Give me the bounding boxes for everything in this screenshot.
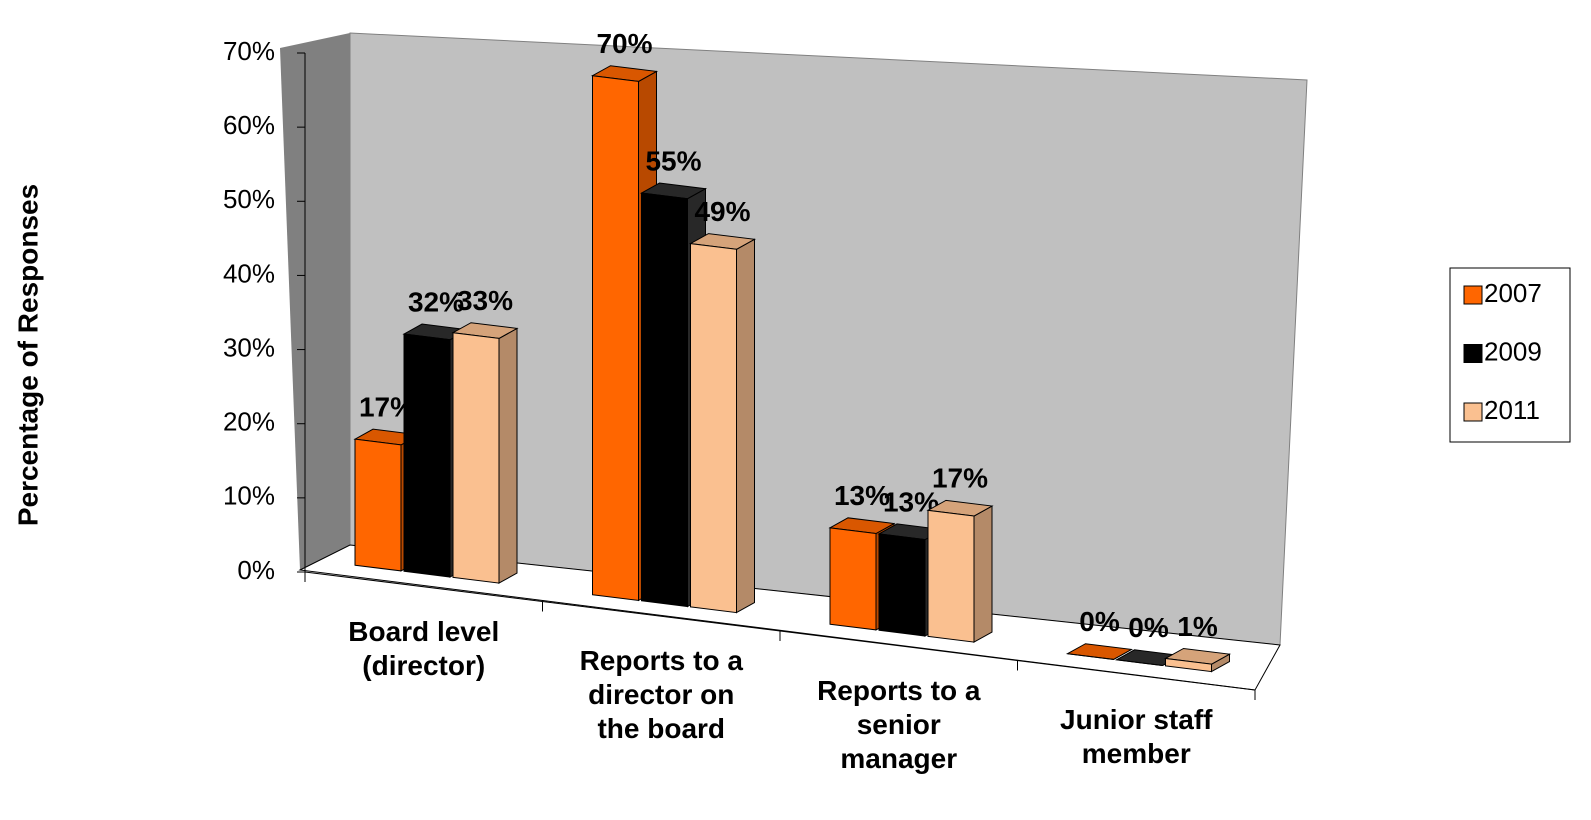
legend-label: 2007 (1484, 278, 1542, 308)
legend-swatch (1463, 402, 1483, 422)
bar-side (736, 238, 755, 614)
bar-side (498, 327, 518, 584)
bar (927, 509, 975, 643)
bar (829, 527, 877, 631)
bar (403, 333, 451, 578)
bar (452, 332, 500, 584)
bar (641, 192, 688, 608)
bar (690, 243, 737, 614)
bar (1067, 653, 1114, 660)
y-tick-label: 30% (223, 332, 275, 362)
value-label: 33% (457, 285, 513, 316)
bar (354, 438, 402, 572)
bar-side (973, 505, 993, 643)
y-tick-label: 0% (237, 555, 275, 585)
value-label: 70% (596, 28, 652, 59)
bar (878, 533, 926, 637)
y-axis-title: Percentage of Responses (12, 184, 43, 526)
y-tick-label: 50% (223, 184, 275, 214)
bar (1165, 657, 1212, 673)
legend-swatch (1463, 344, 1483, 363)
value-label: 55% (645, 145, 701, 176)
value-label: 17% (932, 463, 988, 494)
y-tick-label: 40% (223, 258, 275, 288)
value-label: 49% (694, 196, 750, 227)
value-label: 13% (834, 480, 890, 511)
x-tick-label: Reports to a senior manager (817, 674, 981, 774)
bar (592, 75, 639, 601)
x-tick-label: Board level (director) (348, 615, 500, 681)
value-label: 0% (1079, 606, 1120, 637)
value-label: 32% (408, 286, 464, 317)
value-label: 0% (1128, 612, 1169, 643)
value-label: 1% (1177, 611, 1218, 642)
x-tick-label: Reports to a director on the board (579, 645, 743, 745)
y-tick-label: 20% (223, 407, 275, 437)
legend-swatch (1463, 285, 1483, 305)
legend-label: 2011 (1484, 395, 1540, 425)
side-wall (280, 33, 350, 570)
y-tick-label: 70% (223, 36, 275, 66)
bar (1116, 659, 1163, 667)
x-tick-label: Junior staff member (1060, 704, 1213, 770)
y-tick-label: 60% (223, 110, 275, 140)
y-tick-label: 10% (223, 481, 275, 511)
legend-label: 2009 (1484, 336, 1542, 366)
